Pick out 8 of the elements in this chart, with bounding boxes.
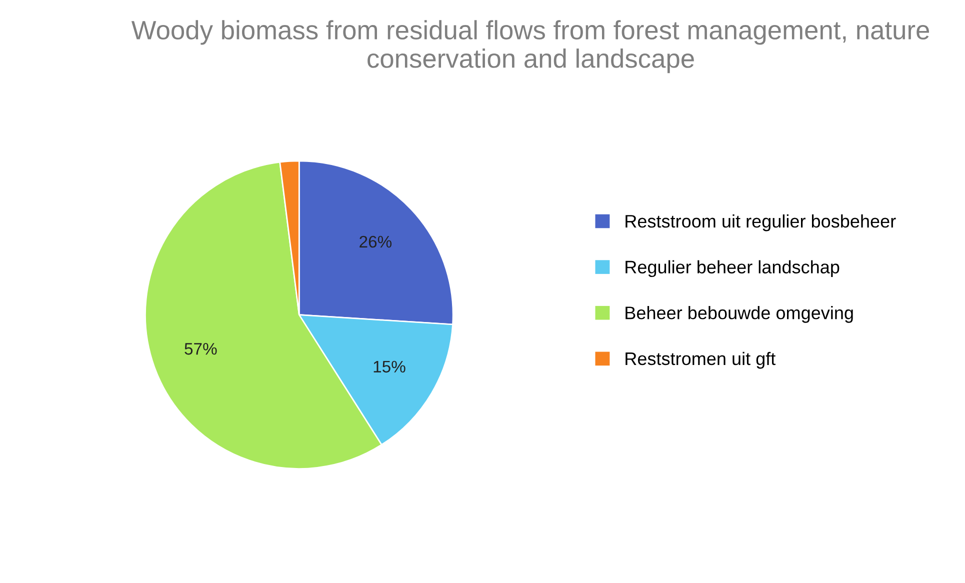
legend-label: Reststromen uit gft — [626, 352, 776, 369]
chart-title: Woody biomass from residual flows from forest management, nature conservation and landscape — [131, 20, 930, 74]
legend-label: Reststroom uit regulier bosbeheer — [626, 214, 896, 232]
legend-label: Regulier beheer landschap — [626, 260, 840, 278]
data-label: 57% — [184, 343, 217, 355]
data-label: 15% — [374, 360, 406, 373]
legend-label: Beheer bebouwde omgeving — [626, 306, 853, 323]
data-label: 26% — [360, 236, 392, 248]
